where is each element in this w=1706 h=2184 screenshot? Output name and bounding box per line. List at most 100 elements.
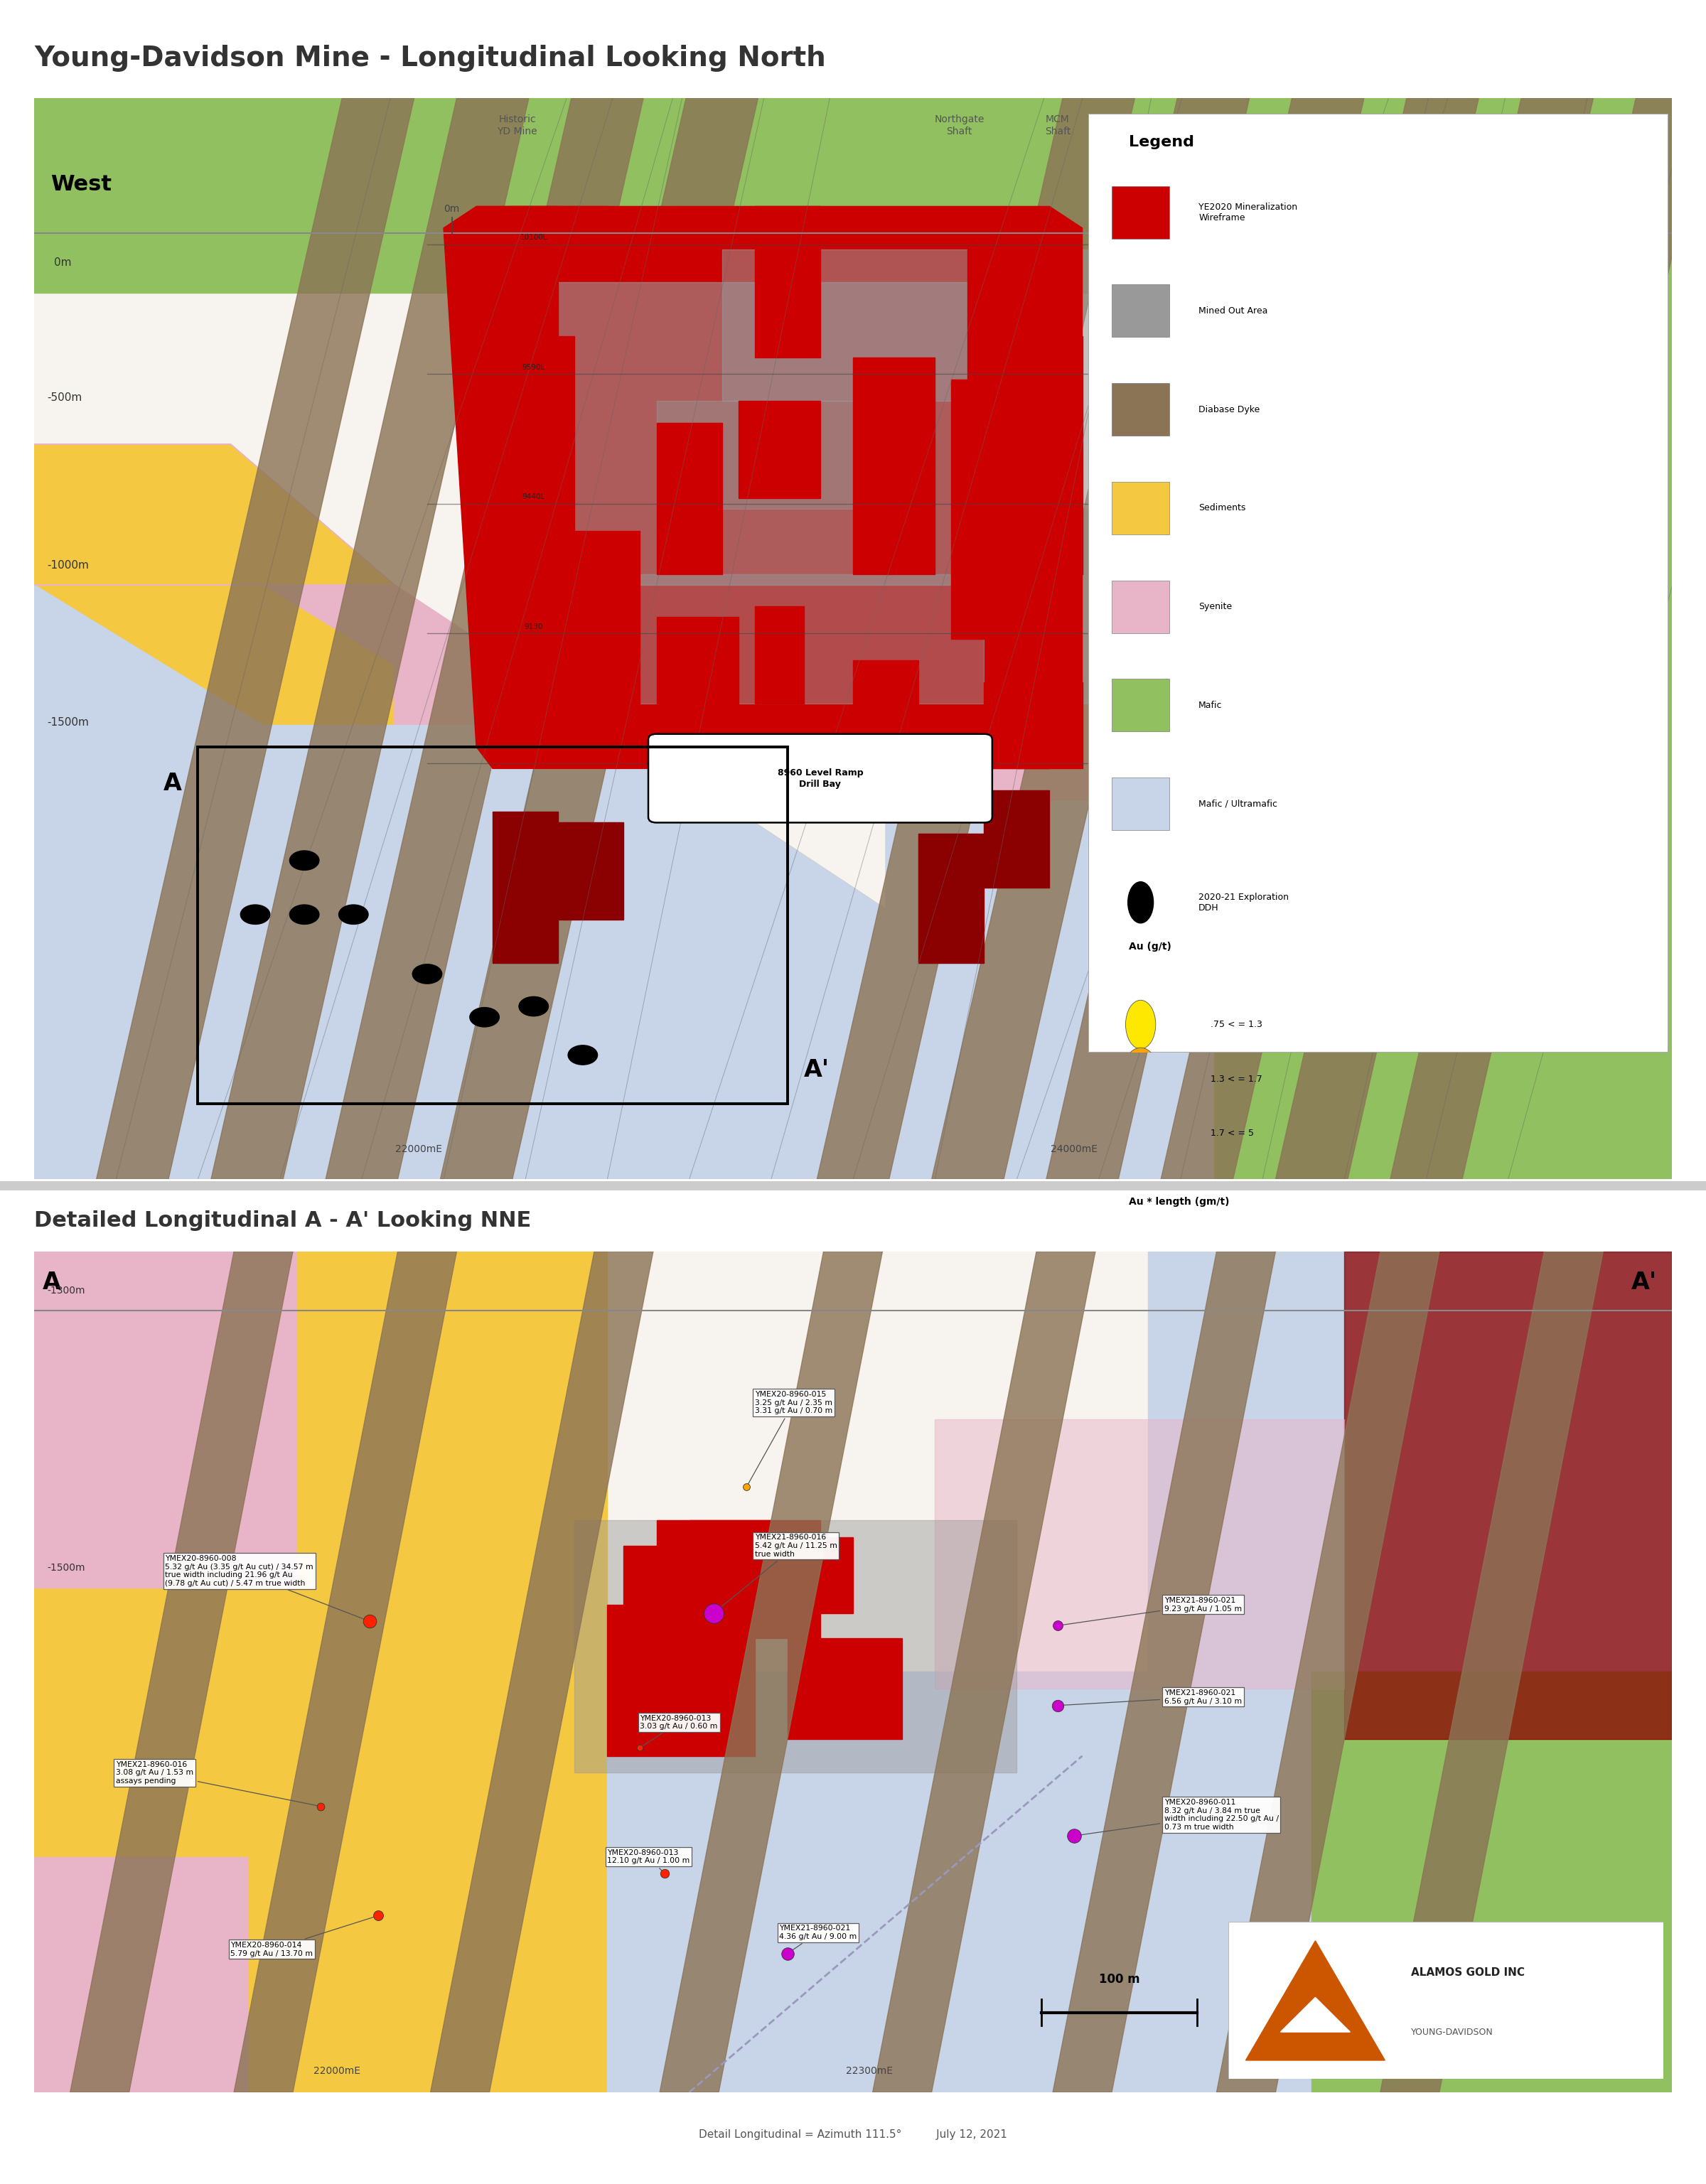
Text: Historic
MCM Mine: Historic MCM Mine [1146,114,1198,135]
Text: 1.3 < = 1.7: 1.3 < = 1.7 [1210,1075,1262,1083]
Polygon shape [1312,1673,1672,2092]
Text: Historic
YD Mine: Historic YD Mine [496,114,537,135]
Point [734,1470,761,1505]
Text: YMEX20-8960-008
5.32 g/t Au (3.35 g/t Au cut) / 34.57 m
true width including 21.: YMEX20-8960-008 5.32 g/t Au (3.35 g/t Au… [165,1555,368,1621]
Circle shape [1126,1000,1155,1048]
Text: YE2020 Mineralization
Wireframe: YE2020 Mineralization Wireframe [1199,203,1298,223]
Polygon shape [1053,1251,1276,2092]
Bar [657,1520,771,1570]
Polygon shape [34,585,394,1179]
Text: YOUNG-DAVIDSON: YOUNG-DAVIDSON [1411,2027,1493,2038]
Point [1044,1607,1071,1642]
Text: YMEX20-8960-014
5.79 g/t Au / 13.70 m: YMEX20-8960-014 5.79 g/t Au / 13.70 m [230,1915,375,1957]
Bar [624,1546,706,1614]
Bar [1112,483,1170,535]
Text: 24000mE: 24000mE [1051,1144,1097,1155]
Bar [1017,336,1082,574]
Circle shape [1104,1369,1177,1489]
Polygon shape [1148,1251,1672,1673]
Bar [493,812,558,963]
Text: > 5: > 5 [1210,1184,1227,1192]
Text: 23000mE: 23000mE [1353,2066,1401,2077]
Text: 100 m: 100 m [1099,1972,1140,1985]
Polygon shape [660,1251,882,2092]
Text: 22000mE: 22000mE [396,1144,442,1155]
Bar [558,574,984,703]
Text: 20 < 60: 20 < 60 [1210,1369,1245,1380]
Text: YMEX21-8960-021
4.36 g/t Au / 9.00 m: YMEX21-8960-021 4.36 g/t Au / 9.00 m [780,1924,856,1952]
Circle shape [339,904,368,924]
Text: Syenite: Syenite [1199,603,1232,612]
Text: YMEX20-8960-013
3.03 g/t Au / 0.60 m: YMEX20-8960-013 3.03 g/t Au / 0.60 m [640,1714,718,1747]
Text: 1.7 < = 5: 1.7 < = 5 [1210,1129,1254,1138]
Circle shape [519,996,548,1016]
Polygon shape [1276,98,1593,1179]
Circle shape [1124,1293,1158,1348]
Bar [508,207,607,260]
Polygon shape [885,802,1213,1179]
Text: A': A' [804,1059,829,1081]
Point [1061,1819,1088,1854]
Polygon shape [326,98,643,1179]
Text: -1500m: -1500m [48,716,89,727]
Point [357,1603,384,1638]
Text: 8960 Level Ramp
Drill Bay: 8960 Level Ramp Drill Bay [778,769,863,788]
Text: YMEX20-8960-015
3.25 g/t Au / 2.35 m
3.31 g/t Au / 0.70 m: YMEX20-8960-015 3.25 g/t Au / 2.35 m 3.3… [747,1391,833,1485]
Text: -1000m: -1000m [48,559,89,570]
Bar [754,607,804,703]
Text: -1500m: -1500m [48,1564,85,1572]
Bar [1112,778,1170,830]
Text: 10100L: 10100L [520,234,548,240]
Bar [1017,681,1082,769]
Point [775,1935,802,1970]
Text: Diabase Dyke: Diabase Dyke [1199,404,1261,415]
Text: A': A' [1631,1271,1657,1295]
Polygon shape [1245,1942,1385,2060]
Polygon shape [70,1251,293,2092]
Text: 22300mE: 22300mE [846,2066,892,2077]
Text: Mafic / Ultramafic: Mafic / Ultramafic [1199,799,1278,808]
Text: -500m: -500m [48,393,82,404]
Circle shape [290,904,319,924]
Polygon shape [440,98,757,1179]
Polygon shape [1380,1251,1604,2092]
Polygon shape [394,725,1213,1179]
Bar [1112,186,1170,238]
Polygon shape [935,1420,1344,1688]
Bar [607,1605,754,1756]
Bar [967,227,1049,380]
Point [699,1597,727,1631]
Text: Au * length (gm/t): Au * length (gm/t) [1129,1197,1230,1208]
Text: YMEX21-8960-016
5.42 g/t Au / 11.25 m
true width: YMEX21-8960-016 5.42 g/t Au / 11.25 m tr… [715,1533,838,1612]
Polygon shape [1390,98,1706,1179]
Polygon shape [444,207,1082,769]
Point [307,1789,334,1824]
Polygon shape [34,1856,247,2092]
Bar [525,282,1017,585]
Polygon shape [1216,1251,1440,2092]
Point [365,1898,392,1933]
Bar [1112,382,1170,435]
Bar [853,358,935,574]
Polygon shape [575,1520,1017,1773]
Polygon shape [34,1251,297,1588]
Bar [984,791,1049,887]
Text: Young-Davidson Mine - Longitudinal Looking North: Young-Davidson Mine - Longitudinal Looki… [34,46,826,72]
Bar [754,207,821,358]
FancyBboxPatch shape [648,734,993,823]
Circle shape [1129,1249,1152,1284]
Text: YMEX21-8960-021
9.23 g/t Au / 1.05 m: YMEX21-8960-021 9.23 g/t Au / 1.05 m [1059,1597,1242,1625]
Text: Au (g/t): Au (g/t) [1129,941,1172,952]
Bar [476,336,575,531]
Bar [558,823,624,919]
Circle shape [413,963,442,983]
Text: MCM
Shaft: MCM Shaft [1044,114,1071,135]
Circle shape [290,852,319,869]
Polygon shape [234,1251,457,2092]
Text: Legend: Legend [1129,135,1194,149]
Text: YMEX20-8960-011
8.32 g/t Au / 3.84 m true
width including 22.50 g/t Au /
0.73 m : YMEX20-8960-011 8.32 g/t Au / 3.84 m tru… [1076,1800,1278,1835]
Circle shape [1114,1332,1167,1417]
Polygon shape [1344,1251,1672,1738]
Polygon shape [873,1251,1095,2092]
Text: YMEX21-8960-016
3.08 g/t Au / 1.53 m
assays pending: YMEX21-8960-016 3.08 g/t Au / 1.53 m ass… [116,1760,319,1806]
